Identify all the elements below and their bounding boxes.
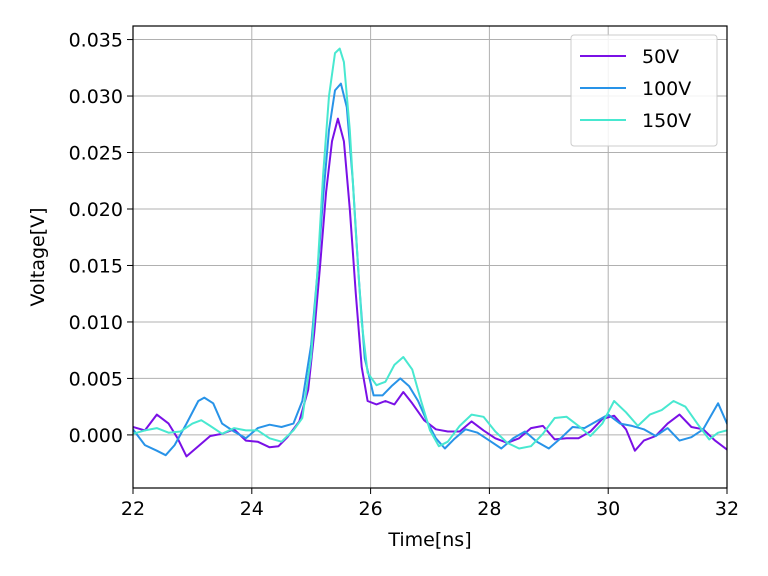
x-tick-label: 28: [477, 498, 501, 520]
x-tick-label: 26: [359, 498, 383, 520]
x-tick-label: 30: [596, 498, 620, 520]
y-tick-label: 0.020: [69, 199, 123, 221]
legend-label-150V: 150V: [642, 110, 691, 132]
y-tick-label: 0.010: [69, 312, 123, 334]
series-line-150V: [133, 47, 727, 450]
series-lines: [133, 47, 727, 458]
legend-label-50V: 50V: [642, 46, 679, 68]
y-tick-label: 0.005: [69, 368, 123, 390]
x-tick-label: 22: [121, 498, 145, 520]
series-line-100V: [133, 82, 727, 457]
x-tick-label: 24: [240, 498, 264, 520]
legend-box: [570, 34, 718, 147]
y-tick-label: 0.000: [69, 425, 123, 447]
y-tick-label: 0.030: [69, 86, 123, 108]
y-tick-label: 0.025: [69, 143, 123, 165]
grid-lines: [132, 26, 728, 488]
x-axis-ticks: 22 24 26 28 30 32: [121, 488, 739, 520]
x-tick-label: 32: [715, 498, 739, 520]
plot-frame: [132, 25, 728, 489]
y-tick-label: 0.035: [69, 30, 123, 52]
y-tick-label: 0.015: [69, 255, 123, 277]
legend: 50V 100V 150V: [570, 34, 718, 147]
y-axis-title: Voltage[V]: [27, 207, 49, 306]
y-axis-ticks: 0.000 0.005 0.010 0.015 0.020 0.025 0.030 0.035: [69, 30, 133, 447]
legend-label-100V: 100V: [642, 78, 691, 100]
x-axis-title: Time[ns]: [387, 529, 471, 551]
